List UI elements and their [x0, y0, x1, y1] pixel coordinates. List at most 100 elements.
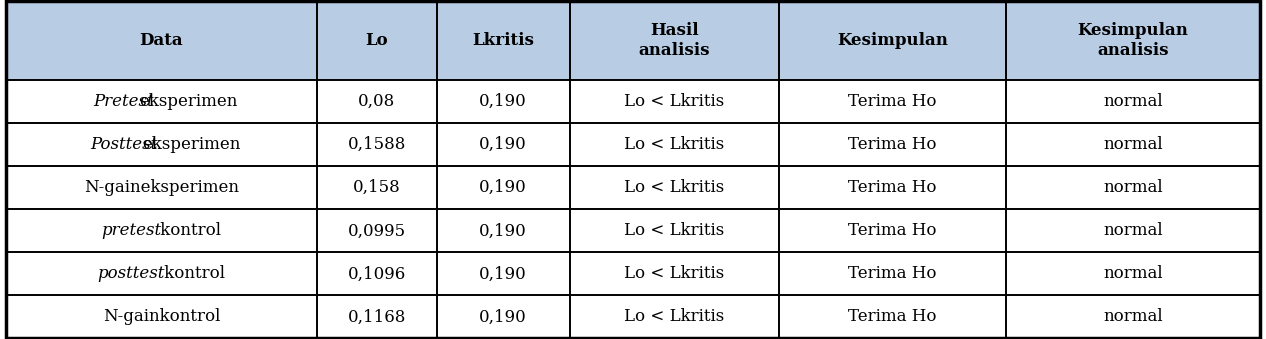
Bar [570, 123, 779, 166]
Text: Terima Ho: Terima Ho [848, 222, 937, 239]
Bar [1006, 80, 1260, 123]
Bar [570, 296, 779, 338]
Bar [316, 296, 437, 338]
Bar [6, 166, 316, 210]
Bar [1006, 296, 1260, 338]
Text: Kesimpulan
analisis: Kesimpulan analisis [1077, 22, 1189, 59]
Bar [6, 210, 316, 252]
Text: Lo < Lkritis: Lo < Lkritis [624, 222, 724, 239]
Bar [316, 1, 437, 80]
Bar [6, 252, 316, 296]
Text: Lo < Lkritis: Lo < Lkritis [624, 179, 724, 196]
Bar [316, 80, 437, 123]
Text: Data: Data [139, 32, 184, 49]
Text: 0,08: 0,08 [358, 93, 395, 110]
Bar [6, 252, 316, 296]
Bar [316, 123, 437, 166]
Bar [6, 123, 316, 166]
Text: Terima Ho: Terima Ho [848, 179, 937, 196]
Text: Kesimpulan: Kesimpulan [837, 32, 948, 49]
Text: 0,1168: 0,1168 [347, 308, 406, 325]
Text: 0,1588: 0,1588 [347, 136, 406, 153]
Bar [570, 80, 779, 123]
Bar [1006, 80, 1260, 123]
Bar [437, 210, 570, 252]
Bar [779, 296, 1006, 338]
Bar [316, 210, 437, 252]
Text: Lo < Lkritis: Lo < Lkritis [624, 136, 724, 153]
Text: Lo < Lkritis: Lo < Lkritis [624, 93, 724, 110]
Bar [437, 296, 570, 338]
Text: 0,190: 0,190 [480, 93, 527, 110]
Text: Lo < Lkritis: Lo < Lkritis [624, 265, 724, 282]
Bar [1006, 252, 1260, 296]
Text: Pretest: Pretest [94, 93, 153, 110]
Text: normal: normal [1103, 222, 1163, 239]
Bar [316, 123, 437, 166]
Bar [316, 210, 437, 252]
Bar [570, 1, 779, 80]
Bar [1006, 1, 1260, 80]
Bar [1006, 1, 1260, 80]
Bar [437, 123, 570, 166]
Bar [6, 166, 316, 210]
Bar [1006, 123, 1260, 166]
Bar [6, 1, 316, 80]
Bar [570, 166, 779, 210]
Bar [6, 296, 316, 338]
Bar [437, 252, 570, 296]
Text: 0,190: 0,190 [480, 265, 527, 282]
Text: Terima Ho: Terima Ho [848, 265, 937, 282]
Text: 0,190: 0,190 [480, 222, 527, 239]
Bar [437, 123, 570, 166]
Bar [570, 296, 779, 338]
Text: eksperimen: eksperimen [139, 93, 237, 110]
Text: N-gaineksperimen: N-gaineksperimen [84, 179, 239, 196]
Bar [779, 1, 1006, 80]
Text: normal: normal [1103, 308, 1163, 325]
Bar [316, 296, 437, 338]
Text: Terima Ho: Terima Ho [848, 136, 937, 153]
Bar [316, 252, 437, 296]
Bar [1006, 296, 1260, 338]
Bar [6, 296, 316, 338]
Text: Lo: Lo [366, 32, 387, 49]
Bar [316, 166, 437, 210]
Bar [779, 166, 1006, 210]
Bar [779, 210, 1006, 252]
Text: 0,190: 0,190 [480, 308, 527, 325]
Bar [437, 210, 570, 252]
Bar [6, 1, 316, 80]
Bar [437, 252, 570, 296]
Bar [6, 80, 316, 123]
Bar [316, 80, 437, 123]
Bar [779, 80, 1006, 123]
Bar [1006, 166, 1260, 210]
Bar [570, 80, 779, 123]
Bar [437, 1, 570, 80]
Bar [779, 166, 1006, 210]
Bar [437, 166, 570, 210]
Bar [779, 123, 1006, 166]
Text: normal: normal [1103, 179, 1163, 196]
Text: eksperimen: eksperimen [143, 136, 241, 153]
Bar [779, 210, 1006, 252]
Text: normal: normal [1103, 136, 1163, 153]
Bar [779, 80, 1006, 123]
Bar [6, 123, 316, 166]
Bar [316, 166, 437, 210]
Bar [570, 210, 779, 252]
Text: N-gainkontrol: N-gainkontrol [103, 308, 220, 325]
Bar [437, 296, 570, 338]
Bar [1006, 123, 1260, 166]
Bar [779, 296, 1006, 338]
Text: normal: normal [1103, 265, 1163, 282]
Bar [570, 252, 779, 296]
Text: 0,158: 0,158 [353, 179, 400, 196]
Text: Posttest: Posttest [90, 136, 157, 153]
Text: 0,1096: 0,1096 [347, 265, 406, 282]
Text: Lkritis: Lkritis [472, 32, 534, 49]
Bar [437, 166, 570, 210]
Text: kontrol: kontrol [158, 265, 225, 282]
Text: Terima Ho: Terima Ho [848, 308, 937, 325]
